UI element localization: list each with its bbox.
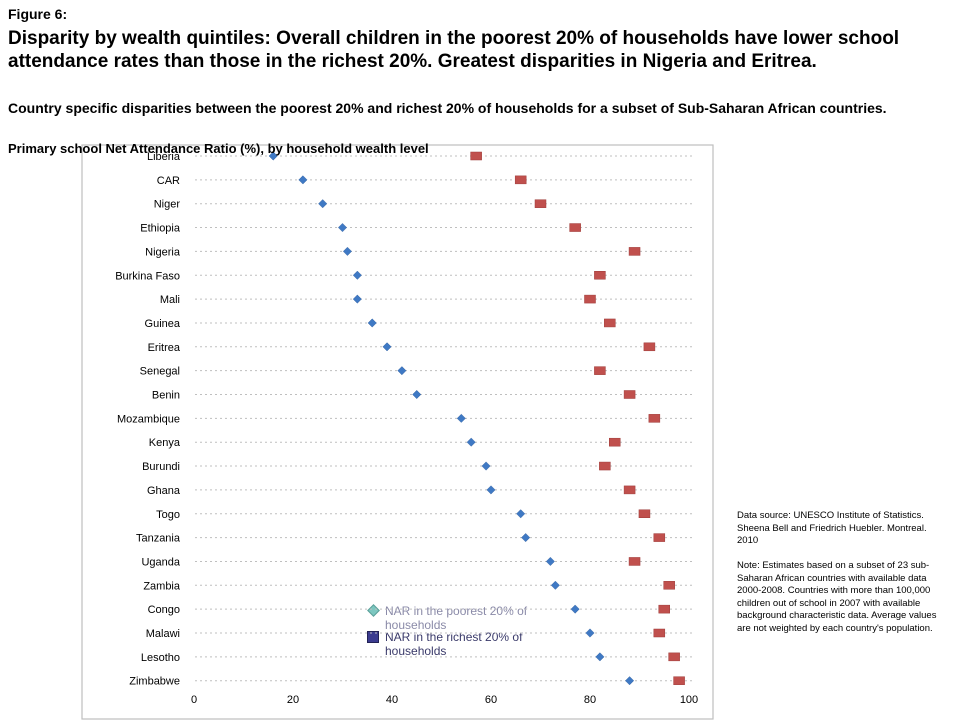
- subheadline: Country specific disparities between the…: [8, 100, 887, 116]
- legend-item-richest: NAR in the richest 20% of households: [367, 630, 560, 658]
- poorest-point: [412, 390, 422, 399]
- y-tick-label: CAR: [157, 175, 180, 187]
- poorest-point: [550, 580, 560, 590]
- y-tick-label: Liberia: [147, 151, 181, 163]
- y-tick-label: Burkina Faso: [115, 270, 180, 282]
- richest-point: [584, 294, 596, 304]
- poorest-point: [352, 294, 362, 304]
- y-tick-label: Eritrea: [148, 342, 181, 354]
- poorest-point: [486, 485, 496, 495]
- y-tick-label: Guinea: [145, 318, 181, 330]
- richest-point: [628, 557, 641, 566]
- headline: Disparity by wealth quintiles: Overall c…: [8, 28, 900, 72]
- poorest-point: [268, 151, 278, 161]
- richest-point: [514, 175, 527, 185]
- poorest-point: [367, 318, 377, 328]
- richest-point: [470, 151, 482, 161]
- x-tick-label: 60: [485, 694, 497, 706]
- poorest-point: [352, 270, 362, 280]
- poorest-point: [338, 223, 347, 233]
- y-tick-label: Malawi: [146, 628, 180, 640]
- richest-point: [648, 414, 661, 423]
- x-tick-label: 80: [584, 694, 596, 706]
- richest-point: [623, 485, 636, 495]
- y-tick-label: Zambia: [143, 580, 181, 592]
- poorest-point: [595, 652, 605, 662]
- y-tick-label: Zimbabwe: [129, 676, 180, 688]
- poorest-point: [397, 366, 407, 376]
- legend-label-poorest: NAR in the poorest 20% of households: [385, 604, 528, 632]
- richest-point: [663, 581, 675, 590]
- y-tick-label: Lesotho: [141, 652, 180, 664]
- richest-point: [653, 533, 666, 542]
- chart-title: Primary school Net Attendance Ratio (%),…: [8, 141, 429, 156]
- y-tick-label: Niger: [154, 199, 181, 211]
- y-tick-label: Kenya: [149, 437, 181, 449]
- poorest-point: [318, 199, 328, 209]
- poorest-point: [481, 461, 491, 471]
- y-tick-label: Benin: [152, 390, 180, 402]
- data-source-note: Data source: UNESCO Institute of Statist…: [737, 510, 927, 546]
- poorest-point: [456, 413, 466, 423]
- richest-point: [599, 461, 611, 471]
- legend: NAR in the poorest 20% of households NAR…: [367, 604, 560, 658]
- x-tick-label: 0: [191, 694, 197, 706]
- poorest-point: [625, 676, 635, 686]
- figure-label: Figure 6:: [8, 6, 68, 22]
- poorest-point: [545, 556, 555, 566]
- square-marker-icon: [367, 631, 379, 643]
- richest-point: [623, 390, 636, 399]
- poorest-point: [382, 342, 392, 352]
- x-tick-label: 40: [386, 694, 398, 706]
- richest-point: [638, 509, 651, 518]
- poorest-point: [585, 628, 595, 638]
- y-tick-label: Nigeria: [145, 246, 181, 258]
- y-tick-label: Burundi: [142, 461, 180, 473]
- y-tick-label: Ghana: [147, 485, 181, 497]
- richest-point: [658, 604, 670, 614]
- y-tick-label: Mozambique: [117, 413, 180, 425]
- richest-point: [609, 437, 621, 447]
- richest-point: [628, 247, 641, 256]
- plot-frame: [81, 144, 714, 720]
- poorest-point: [570, 604, 580, 614]
- y-tick-label: Tanzania: [136, 533, 181, 545]
- x-tick-label: 100: [680, 694, 698, 706]
- richest-point: [643, 342, 656, 352]
- y-tick-label: Ethiopia: [140, 223, 181, 235]
- richest-point: [594, 271, 606, 280]
- richest-point: [534, 199, 547, 208]
- legend-label-richest: NAR in the richest 20% of households: [385, 630, 523, 658]
- y-tick-label: Senegal: [140, 366, 180, 378]
- x-tick-label: 20: [287, 694, 299, 706]
- y-tick-label: Uganda: [141, 556, 180, 568]
- richest-point: [653, 628, 666, 638]
- richest-point: [673, 676, 685, 685]
- methodology-note: Note: Estimates based on a subset of 23 …: [737, 560, 937, 634]
- richest-point: [569, 223, 581, 232]
- poorest-point: [342, 246, 352, 256]
- y-tick-label: Congo: [148, 604, 180, 616]
- poorest-point: [298, 175, 308, 185]
- legend-item-poorest: NAR in the poorest 20% of households: [367, 604, 560, 632]
- richest-point: [668, 652, 680, 662]
- richest-point: [604, 318, 616, 328]
- y-tick-label: Togo: [156, 509, 180, 521]
- poorest-point: [466, 437, 476, 447]
- richest-point: [594, 366, 606, 375]
- y-tick-label: Mali: [160, 294, 180, 306]
- poorest-point: [516, 509, 526, 519]
- poorest-point: [521, 533, 531, 543]
